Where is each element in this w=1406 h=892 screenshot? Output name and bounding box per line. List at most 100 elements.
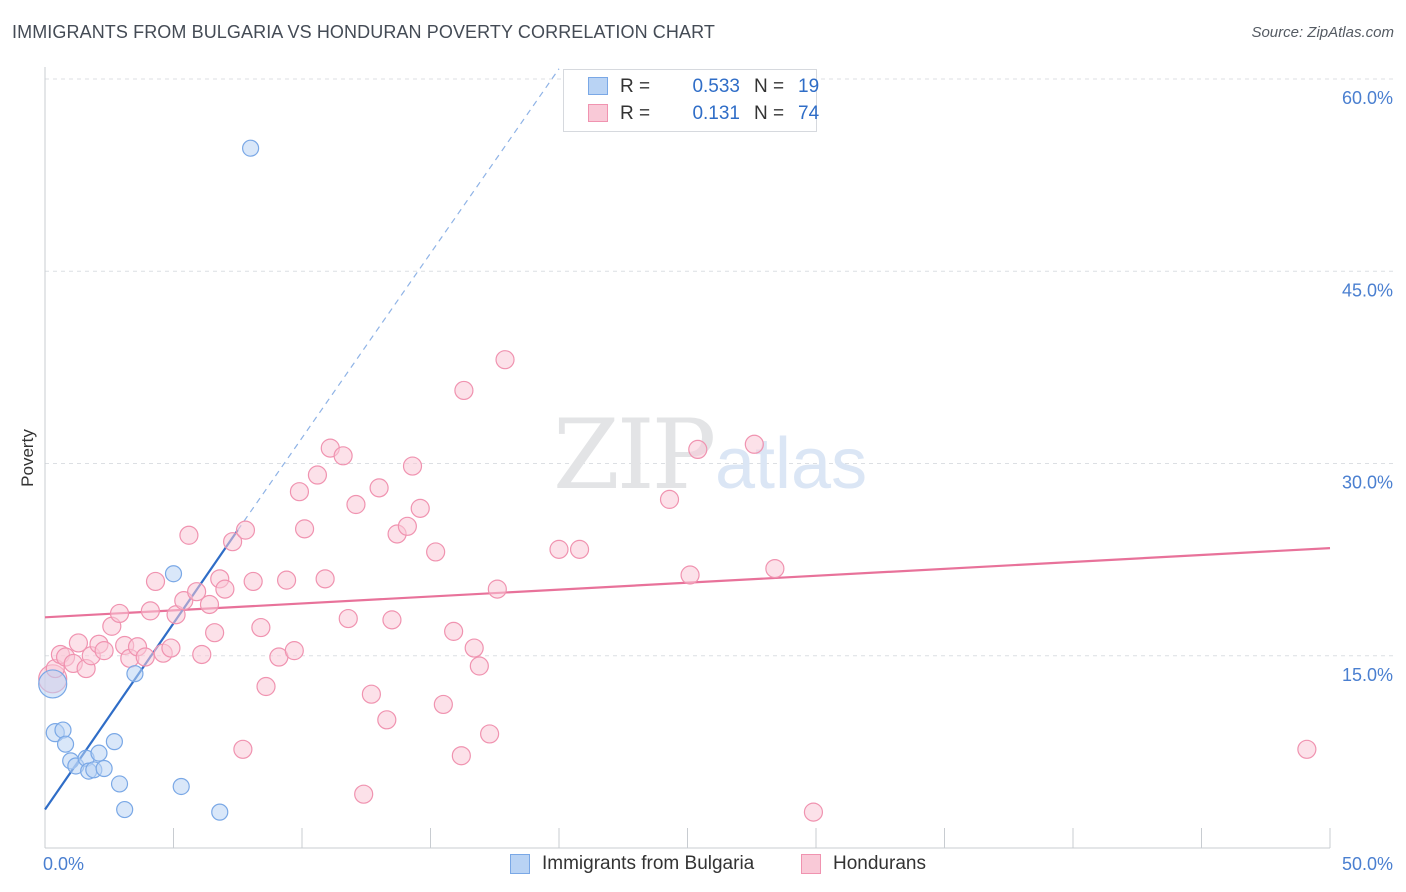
point-bulgaria — [54, 721, 72, 739]
point-bulgaria — [105, 733, 123, 751]
point-bulgaria — [110, 775, 129, 793]
point-bulgaria — [164, 565, 183, 583]
point-hondurans — [235, 520, 256, 540]
point-hondurans — [744, 434, 764, 454]
point-hondurans — [454, 380, 474, 401]
point-hondurans — [140, 601, 160, 621]
point-hondurans — [187, 582, 207, 602]
point-bulgaria — [56, 735, 75, 753]
point-hondurans — [382, 610, 402, 630]
point-hondurans — [1297, 739, 1317, 759]
point-hondurans — [803, 802, 824, 822]
watermark-atlas: atlas — [715, 424, 867, 504]
point-hondurans — [495, 350, 515, 370]
point-hondurans — [284, 641, 304, 661]
chart-title: IMMIGRANTS FROM BULGARIA VS HONDURAN POV… — [12, 22, 715, 42]
point-hondurans — [233, 739, 253, 759]
r-value: 0.533 — [692, 76, 740, 97]
source-credit: Source: ZipAtlas.com — [1251, 24, 1394, 41]
point-hondurans — [659, 489, 680, 509]
point-hondurans — [410, 498, 430, 518]
point-hondurans — [294, 519, 315, 539]
point-hondurans — [469, 656, 489, 676]
watermark-zip: ZIP — [553, 399, 714, 511]
legend-swatch-hondurans — [801, 854, 821, 874]
point-hondurans — [199, 594, 220, 615]
point-hondurans — [346, 494, 366, 515]
point-hondurans — [433, 694, 453, 715]
y-tick-label: 45.0% — [1342, 280, 1393, 300]
y-tick-label: 60.0% — [1342, 88, 1393, 108]
point-hondurans — [451, 746, 471, 766]
point-hondurans — [223, 532, 243, 552]
series-legend: Immigrants from Bulgaria Hondurans — [0, 852, 1406, 878]
n-value: 19 — [798, 76, 820, 97]
point-hondurans — [307, 465, 328, 485]
y-axis-label: Poverty — [18, 429, 37, 487]
x-tick-label-max: 50.0% — [1342, 854, 1393, 874]
point-hondurans — [205, 623, 225, 643]
axes: 0.0% 50.0% — [43, 67, 1393, 874]
r-value: 0.131 — [692, 103, 740, 124]
legend-swatch-hondurans — [588, 104, 608, 122]
point-hondurans — [426, 542, 446, 562]
point-hondurans — [680, 565, 700, 585]
n-label: N = — [754, 103, 785, 124]
point-hondurans — [109, 603, 130, 624]
point-hondurans — [354, 784, 374, 804]
gridlines: 15.0% 30.0% 45.0% 60.0% — [45, 78, 1395, 685]
point-hondurans — [397, 516, 417, 536]
point-hondurans — [135, 647, 155, 667]
data-points — [38, 139, 1317, 822]
n-label: N = — [754, 76, 785, 97]
point-bulgaria — [126, 665, 144, 683]
point-hondurans — [256, 676, 276, 697]
point-hondurans — [145, 571, 166, 592]
point-hondurans — [276, 570, 297, 590]
legend-swatch-bulgaria — [510, 854, 530, 874]
point-hondurans — [444, 621, 464, 641]
point-bulgaria — [242, 139, 260, 157]
point-hondurans — [161, 638, 181, 658]
point-hondurans — [549, 539, 569, 559]
point-hondurans — [402, 456, 423, 476]
point-hondurans — [569, 539, 590, 559]
point-hondurans — [361, 684, 381, 704]
n-value: 74 — [798, 103, 820, 124]
point-hondurans — [480, 724, 500, 744]
point-hondurans — [369, 478, 389, 498]
legend-label-bulgaria: Immigrants from Bulgaria — [542, 853, 755, 874]
point-bulgaria — [116, 800, 134, 819]
point-hondurans — [315, 569, 335, 589]
legend-swatch-bulgaria — [588, 77, 608, 95]
point-hondurans — [68, 633, 89, 653]
point-bulgaria — [38, 669, 68, 699]
y-tick-label: 30.0% — [1342, 473, 1393, 493]
point-hondurans — [333, 446, 353, 466]
point-hondurans — [338, 608, 358, 629]
point-bulgaria — [90, 744, 108, 762]
point-hondurans — [179, 525, 199, 545]
x-tick-label-min: 0.0% — [43, 854, 84, 874]
r-label: R = — [620, 103, 651, 124]
watermark: ZIP atlas — [553, 399, 867, 511]
point-bulgaria — [172, 777, 190, 796]
point-hondurans — [487, 579, 507, 599]
point-hondurans — [464, 638, 484, 658]
point-hondurans — [243, 571, 263, 592]
point-bulgaria — [95, 759, 113, 778]
point-hondurans — [215, 579, 235, 599]
point-hondurans — [251, 617, 271, 638]
y-tick-label: 15.0% — [1342, 665, 1393, 685]
point-hondurans — [192, 644, 212, 665]
correlation-legend: R = 0.533 N = 19 R = 0.131 N = 74 — [563, 69, 819, 132]
legend-label-hondurans: Hondurans — [833, 853, 926, 874]
point-hondurans — [94, 641, 114, 661]
point-hondurans — [377, 710, 397, 730]
trend-line-bulgaria-extension — [237, 68, 560, 531]
point-bulgaria — [211, 803, 229, 821]
point-hondurans — [289, 482, 310, 502]
point-hondurans — [765, 558, 785, 579]
r-label: R = — [620, 76, 651, 97]
